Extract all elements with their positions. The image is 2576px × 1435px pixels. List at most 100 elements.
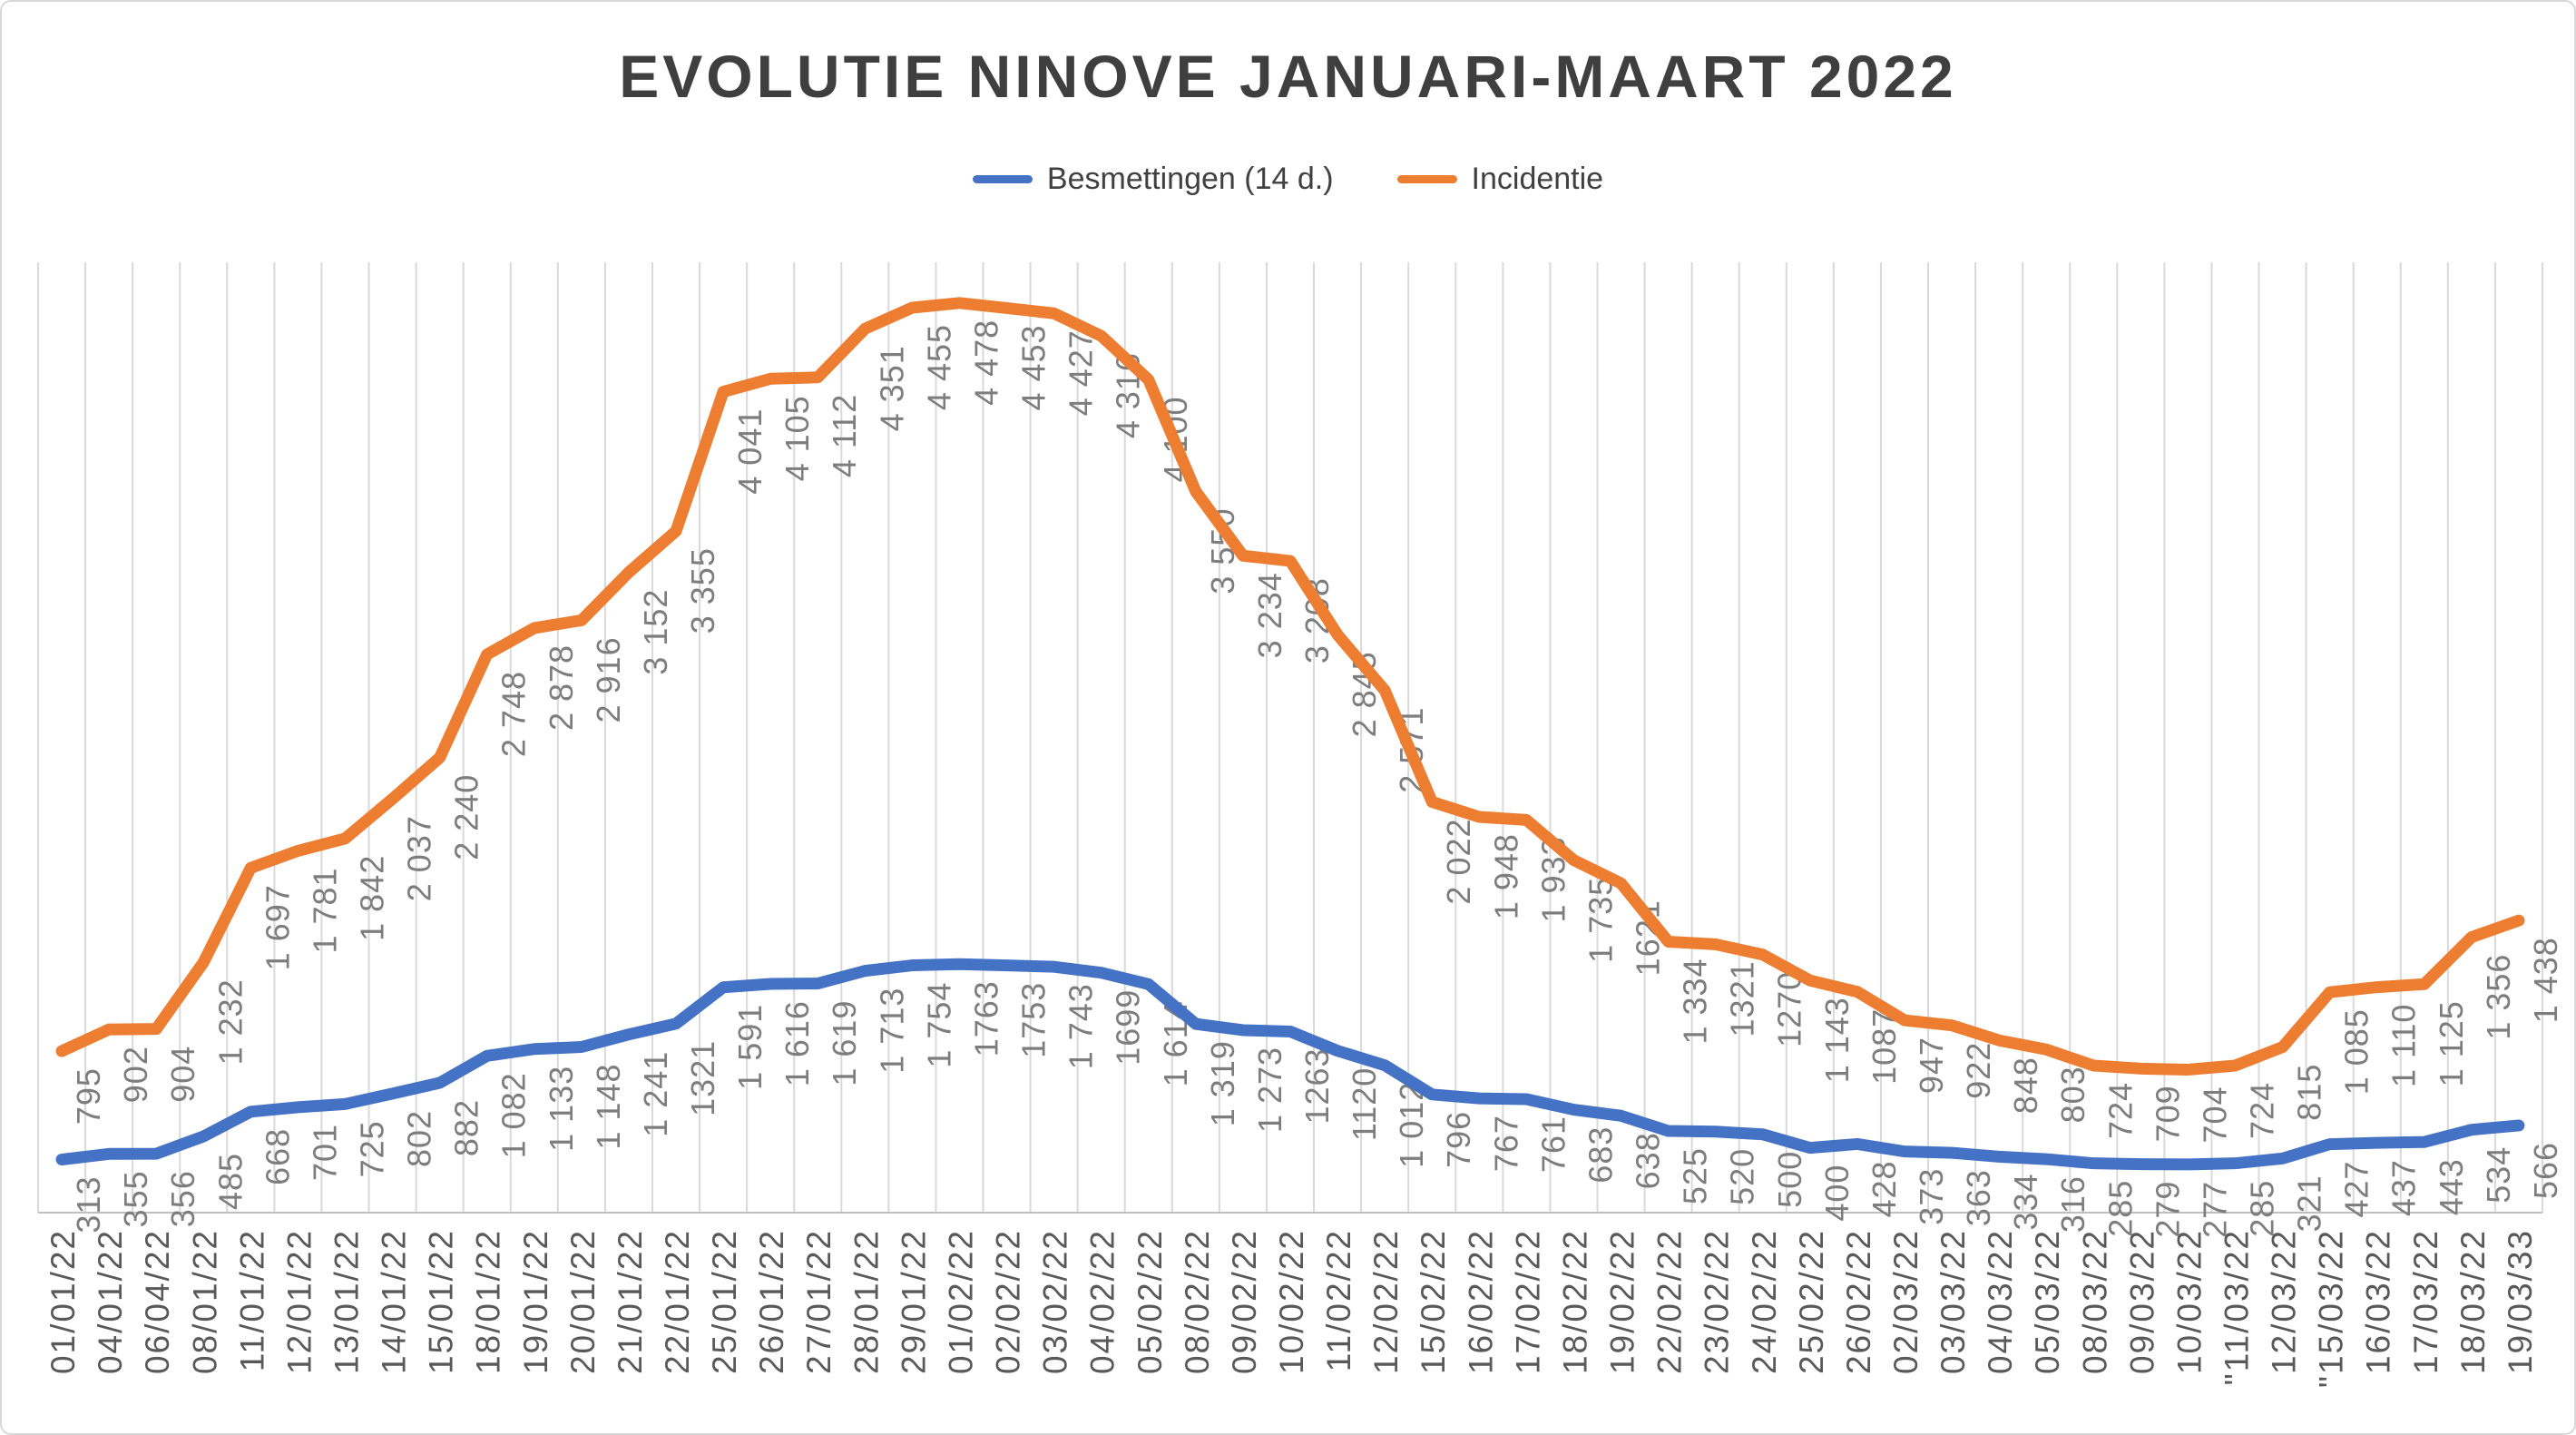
x-axis-label: 09/02/22 [1226, 1229, 1263, 1374]
x-axis-label: 10/02/22 [1273, 1229, 1310, 1374]
data-label: 1 082 [495, 1072, 533, 1158]
data-label: 725 [353, 1120, 390, 1177]
x-axis-label: 25/02/22 [1793, 1229, 1830, 1374]
x-axis-label: 11/01/22 [233, 1229, 270, 1371]
x-axis-label: 27/01/22 [800, 1229, 837, 1374]
data-label: 1 241 [637, 1051, 674, 1137]
data-label: 1 697 [259, 884, 296, 970]
data-label: 3 234 [1251, 572, 1288, 658]
x-axis-label: 15/02/22 [1415, 1229, 1452, 1374]
x-axis-label: 19/02/22 [1604, 1229, 1641, 1374]
x-axis-label: 08/03/22 [2076, 1229, 2113, 1374]
data-label: 1 948 [1487, 833, 1524, 919]
x-axis-label: 29/01/22 [895, 1229, 932, 1374]
data-label: 848 [2007, 1057, 2044, 1114]
data-label: 922 [1960, 1042, 1997, 1099]
data-label: 1753 [1015, 982, 1053, 1058]
data-label: 1 273 [1251, 1047, 1288, 1133]
data-label: 1 356 [2480, 954, 2517, 1040]
data-label: 761 [1534, 1116, 1572, 1173]
x-axis-label: 01/01/22 [44, 1229, 82, 1374]
x-axis-label: 10/03/22 [2170, 1229, 2208, 1374]
data-label: 724 [2101, 1082, 2139, 1139]
x-axis-label: 06/04/22 [139, 1229, 176, 1374]
data-label: 1263 [1298, 1047, 1336, 1124]
data-label: 363 [1960, 1169, 1997, 1226]
data-label: 373 [1913, 1168, 1950, 1225]
data-label: 1 619 [826, 1000, 863, 1086]
legend-label-besmettingen: Besmettingen (14 d.) [1046, 162, 1334, 196]
x-axis-label: 12/01/22 [280, 1229, 318, 1374]
data-label: 1 085 [2338, 1008, 2375, 1095]
x-axis-label: 20/01/22 [564, 1229, 602, 1374]
data-label: 904 [164, 1046, 201, 1103]
x-axis-label: 15/01/22 [423, 1229, 460, 1374]
x-axis-label: 19/01/22 [517, 1229, 554, 1374]
legend-label-incidentie: Incidentie [1471, 162, 1604, 196]
data-label: 803 [2054, 1066, 2091, 1123]
x-axis-label: 08/01/22 [186, 1229, 223, 1374]
data-label: 1321 [1724, 960, 1761, 1037]
data-label: 321 [2291, 1175, 2328, 1232]
x-axis-label: 25/01/22 [706, 1229, 743, 1374]
data-label: 428 [1866, 1160, 1903, 1217]
series-line-incidentie [55, 297, 2525, 1076]
data-label: 947 [1913, 1037, 1950, 1094]
data-label: 334 [2007, 1173, 2044, 1230]
data-label: 3 152 [637, 589, 674, 675]
x-axis-label: 22/01/22 [659, 1229, 696, 1374]
x-axis-label: 05/03/22 [2029, 1229, 2066, 1374]
data-label: 2 037 [401, 815, 438, 901]
x-axis-label: 18/02/22 [1556, 1229, 1593, 1374]
data-label: 1 143 [1818, 997, 1856, 1083]
data-label: 1 319 [1204, 1040, 1241, 1126]
data-label: 485 [211, 1153, 249, 1210]
data-label: 701 [306, 1124, 343, 1181]
x-axis-label: 14/01/22 [376, 1229, 413, 1374]
data-label: 1 616 [779, 1000, 816, 1086]
x-axis-label: 02/02/22 [990, 1229, 1027, 1374]
data-label: 437 [2385, 1159, 2423, 1216]
x-axis-label: 21/01/22 [612, 1229, 649, 1374]
data-label: 1 133 [543, 1066, 580, 1152]
x-axis-label: 28/01/22 [847, 1229, 885, 1374]
data-label: 4 041 [731, 408, 769, 495]
x-axis-label: 26/02/22 [1840, 1229, 1877, 1374]
besmettingen-line-swatch-icon [972, 175, 1033, 183]
data-label: 4 427 [1063, 329, 1100, 416]
series-line-besmettingen [55, 958, 2525, 1171]
data-label: 2 022 [1440, 818, 1477, 904]
data-label: 1 125 [2433, 1000, 2470, 1086]
legend-item-besmettingen: Besmettingen (14 d.) [972, 162, 1334, 197]
x-axis-label: 09/03/22 [2123, 1229, 2160, 1374]
data-label: 443 [2433, 1158, 2470, 1215]
x-axis-label: 12/03/22 [2266, 1229, 2303, 1374]
x-axis-label: 18/01/22 [470, 1229, 507, 1374]
x-axis-label: 02/03/22 [1887, 1229, 1925, 1374]
incidentie-line-swatch-icon [1396, 175, 1457, 183]
x-axis-label: 24/02/22 [1746, 1229, 1783, 1374]
data-label: 704 [2196, 1086, 2233, 1143]
data-label: 279 [2149, 1181, 2186, 1238]
x-axis-label: 08/02/22 [1179, 1229, 1216, 1374]
x-axis-label: 03/02/22 [1037, 1229, 1074, 1374]
data-label: 767 [1487, 1115, 1524, 1172]
data-label: 277 [2196, 1181, 2233, 1238]
data-label: 285 [2244, 1180, 2281, 1237]
data-label: 566 [2527, 1142, 2564, 1199]
x-axis-label: 16/02/22 [1462, 1229, 1499, 1374]
data-label: 1 334 [1677, 958, 1714, 1044]
data-label: 1 591 [731, 1004, 769, 1090]
data-label: 2 878 [543, 644, 580, 731]
data-label: 882 [448, 1099, 485, 1156]
x-axis-label: 13/01/22 [328, 1229, 365, 1374]
x-axis-label: 18/03/22 [2454, 1229, 2492, 1374]
data-label: 4 105 [779, 395, 816, 481]
data-label: 355 [117, 1170, 154, 1227]
x-axis-label: 26/01/22 [753, 1229, 790, 1374]
data-label: 1 148 [590, 1064, 627, 1150]
data-label: 2 240 [448, 774, 485, 860]
data-label: 638 [1630, 1132, 1667, 1189]
x-axis-label: 04/01/22 [92, 1229, 129, 1374]
